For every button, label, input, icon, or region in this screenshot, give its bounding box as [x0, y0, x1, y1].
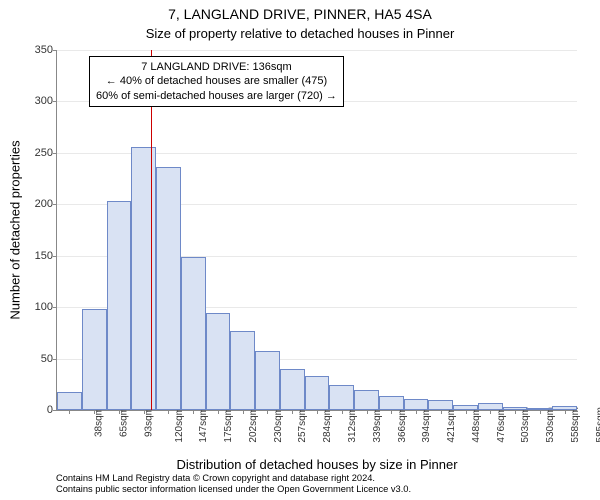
histogram-bar [82, 309, 107, 410]
x-tick-mark [168, 410, 169, 414]
x-tick-label: 558sqm [570, 407, 581, 443]
y-tick-mark [53, 204, 57, 205]
y-tick-label: 100 [23, 301, 53, 313]
x-tick-mark [466, 410, 467, 414]
histogram-bar [329, 385, 354, 410]
x-tick-mark [267, 410, 268, 414]
x-tick-label: 448sqm [471, 407, 482, 443]
x-tick-mark [69, 410, 70, 414]
histogram-bar [156, 167, 181, 410]
annotation-line: 7 LANGLAND DRIVE: 136sqm [96, 60, 337, 74]
y-tick-mark [53, 153, 57, 154]
x-tick-mark [193, 410, 194, 414]
x-tick-label: 65sqm [119, 407, 130, 437]
x-tick-label: 230sqm [273, 407, 284, 443]
x-tick-mark [144, 410, 145, 414]
y-tick-label: 350 [23, 44, 53, 56]
x-tick-label: 585sqm [595, 407, 600, 443]
histogram-bar [230, 331, 255, 410]
histogram-bar [305, 376, 330, 410]
x-tick-mark [317, 410, 318, 414]
histogram-bar [428, 400, 453, 410]
footer-text: Contains HM Land Registry data © Crown c… [56, 473, 411, 496]
x-tick-label: 284sqm [322, 407, 333, 443]
x-tick-label: 476sqm [496, 407, 507, 443]
histogram-bar [280, 369, 305, 410]
histogram-bar [404, 399, 429, 410]
x-tick-label: 93sqm [143, 407, 154, 437]
x-tick-label: 38sqm [94, 407, 105, 437]
y-tick-label: 300 [23, 95, 53, 107]
histogram-bar [354, 390, 379, 410]
x-tick-mark [391, 410, 392, 414]
x-tick-mark [565, 410, 566, 414]
x-tick-label: 202sqm [248, 407, 259, 443]
x-tick-label: 312sqm [347, 407, 358, 443]
y-tick-mark [53, 307, 57, 308]
y-tick-label: 200 [23, 198, 53, 210]
x-tick-label: 394sqm [421, 407, 432, 443]
page-subtitle: Size of property relative to detached ho… [0, 26, 600, 41]
x-tick-mark [367, 410, 368, 414]
histogram-bar [206, 313, 231, 410]
x-tick-label: 503sqm [520, 407, 531, 443]
x-tick-mark [94, 410, 95, 414]
histogram-bar [255, 351, 280, 410]
x-tick-label: 339sqm [372, 407, 383, 443]
y-tick-mark [53, 256, 57, 257]
y-tick-label: 0 [23, 404, 53, 416]
footer-line: Contains HM Land Registry data © Crown c… [56, 473, 411, 485]
y-tick-mark [53, 359, 57, 360]
y-tick-label: 250 [23, 147, 53, 159]
histogram-bar [57, 392, 82, 411]
annotation-box: 7 LANGLAND DRIVE: 136sqm ← 40% of detach… [89, 56, 344, 107]
y-tick-label: 150 [23, 250, 53, 262]
x-tick-mark [540, 410, 541, 414]
y-tick-mark [53, 50, 57, 51]
histogram-bar [379, 396, 404, 410]
page-title: 7, LANGLAND DRIVE, PINNER, HA5 4SA [0, 6, 600, 22]
x-tick-mark [490, 410, 491, 414]
x-tick-mark [441, 410, 442, 414]
y-tick-mark [53, 410, 57, 411]
histogram-bar [131, 147, 156, 410]
x-tick-mark [416, 410, 417, 414]
histogram-plot: Number of detached properties Distributi… [56, 50, 577, 411]
y-tick-label: 50 [23, 353, 53, 365]
gridline [57, 50, 577, 51]
histogram-bar [181, 257, 206, 410]
footer-line: Contains public sector information licen… [56, 484, 411, 496]
x-tick-mark [515, 410, 516, 414]
x-tick-label: 366sqm [397, 407, 408, 443]
annotation-line: ← 40% of detached houses are smaller (47… [96, 74, 337, 88]
x-tick-label: 421sqm [446, 407, 457, 443]
y-axis-label: Number of detached properties [8, 140, 23, 319]
x-tick-mark [243, 410, 244, 414]
x-tick-mark [342, 410, 343, 414]
x-tick-mark [218, 410, 219, 414]
x-tick-label: 530sqm [545, 407, 556, 443]
x-tick-label: 147sqm [199, 407, 210, 443]
y-tick-mark [53, 101, 57, 102]
x-tick-label: 120sqm [174, 407, 185, 443]
x-tick-label: 257sqm [298, 407, 309, 443]
x-axis-label: Distribution of detached houses by size … [57, 457, 577, 472]
annotation-line: 60% of semi-detached houses are larger (… [96, 89, 337, 103]
x-tick-label: 175sqm [223, 407, 234, 443]
histogram-bar [478, 403, 503, 410]
x-tick-mark [119, 410, 120, 414]
histogram-bar [107, 201, 132, 410]
x-tick-mark [292, 410, 293, 414]
